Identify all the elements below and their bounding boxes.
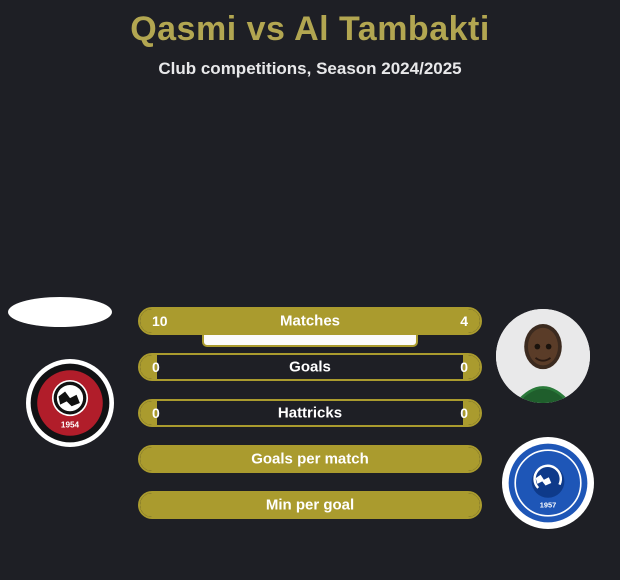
stat-bar: 00Goals [138, 353, 482, 381]
player-right-avatar [496, 309, 590, 403]
comparison-content: 1954 1957 104Matches00Goals00HattricksGo… [0, 307, 620, 381]
stat-bar: 00Hattricks [138, 399, 482, 427]
alhilal-badge-icon: 1957 [507, 442, 589, 524]
page-title: Qasmi vs Al Tambakti [0, 0, 620, 49]
stat-label: Goals [140, 359, 480, 376]
club-right-badge: 1957 [502, 437, 594, 529]
stat-label: Goals per match [140, 451, 480, 468]
stat-bar: Goals per match [138, 445, 482, 473]
page-subtitle: Club competitions, Season 2024/2025 [0, 59, 620, 79]
stat-label: Hattricks [140, 405, 480, 422]
stat-bars: 104Matches 00Goals 00Hattricks Goals per ma… [138, 307, 482, 537]
player-left-avatar [8, 297, 112, 327]
stat-bar: Min per goal [138, 491, 482, 519]
stat-bar: 104Matches [138, 307, 482, 335]
stat-label: Matches [140, 313, 480, 330]
stat-label: Min per goal [140, 497, 480, 514]
player-photo-icon [496, 309, 590, 403]
svg-text:1954: 1954 [61, 421, 80, 430]
club-left-badge: 1954 [26, 359, 114, 447]
alraed-badge-icon: 1954 [29, 362, 111, 444]
svg-text:1957: 1957 [540, 501, 556, 510]
